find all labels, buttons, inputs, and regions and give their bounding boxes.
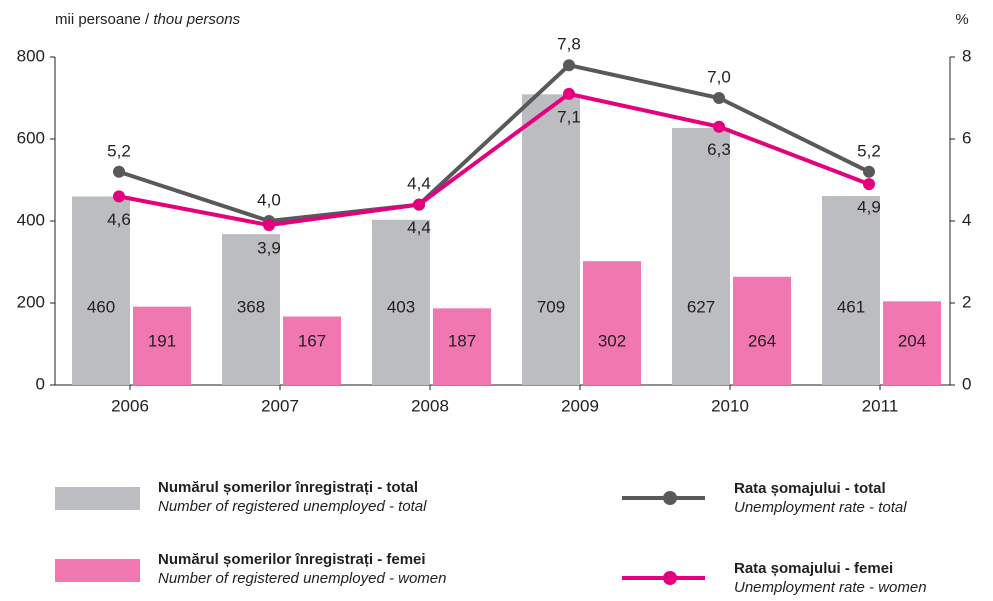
- legend-marker: [663, 571, 677, 585]
- bar-label: 461: [837, 297, 865, 316]
- y-tick-label: 200: [17, 292, 45, 311]
- legend-swatch: [55, 487, 140, 510]
- x-tick-label: 2008: [411, 396, 449, 415]
- bar: [672, 127, 730, 386]
- line-marker: [713, 120, 725, 133]
- y2-tick-label: 2: [962, 292, 971, 311]
- line-label: 4,4: [407, 218, 431, 237]
- line-label: 7,8: [557, 35, 581, 54]
- bar: [522, 94, 580, 385]
- line-marker: [863, 165, 875, 178]
- bar: [822, 195, 880, 385]
- bar: [222, 234, 280, 385]
- bar-label: 302: [598, 331, 626, 350]
- bar: [433, 308, 491, 385]
- bar-label: 460: [87, 297, 115, 316]
- line-label: 7,0: [707, 67, 731, 86]
- bar-label: 403: [387, 297, 415, 316]
- bar: [283, 316, 341, 385]
- line-label: 4,6: [107, 210, 131, 229]
- x-tick-label: 2010: [711, 396, 749, 415]
- line-label: 4,9: [857, 198, 881, 217]
- legend-swatch: [55, 559, 140, 582]
- x-tick-label: 2006: [111, 396, 149, 415]
- line-marker: [113, 190, 125, 203]
- bar: [883, 301, 941, 385]
- y2-tick-label: 6: [962, 128, 971, 147]
- legend-label-en: Unemployment rate - women: [734, 579, 927, 596]
- line-label: 6,3: [707, 140, 731, 159]
- bar-label: 204: [898, 331, 926, 350]
- y-axis-label: mii persoane / thou persons: [55, 11, 241, 28]
- line-marker: [563, 59, 575, 72]
- bar: [133, 306, 191, 385]
- legend-marker: [663, 491, 677, 505]
- bar-label: 167: [298, 331, 326, 350]
- y-axis-label-ro: mii persoane /: [55, 11, 150, 28]
- bar: [733, 276, 791, 385]
- line-label: 5,2: [107, 141, 131, 160]
- legend-label: Numărul șomerilor înregistrați - femei: [158, 551, 426, 568]
- line: [118, 91, 870, 228]
- line-marker: [863, 178, 875, 191]
- y-axis-label-en: thou persons: [153, 11, 240, 28]
- bar-label: 191: [148, 331, 176, 350]
- line-label: 4,4: [407, 174, 431, 193]
- y-tick-label: 600: [17, 128, 45, 147]
- line-label: 4,0: [257, 190, 281, 209]
- legend-label: Numărul șomerilor înregistrați - total: [158, 479, 418, 496]
- bar-label: 264: [748, 331, 776, 350]
- y2-tick-label: 4: [962, 210, 971, 229]
- legend-label-en: Number of registered unemployed - women: [158, 570, 446, 587]
- bar-label: 368: [237, 297, 265, 316]
- y2-tick-label: 8: [962, 46, 971, 65]
- legend-label-en: Number of registered unemployed - total: [158, 498, 427, 515]
- line-marker: [113, 165, 125, 178]
- bar-label: 627: [687, 297, 715, 316]
- bar: [583, 261, 641, 385]
- line-label: 5,2: [857, 141, 881, 160]
- y2-axis-label: %: [955, 11, 968, 28]
- x-tick-label: 2009: [561, 396, 599, 415]
- x-tick-label: 2007: [261, 396, 299, 415]
- line-marker: [713, 92, 725, 104]
- bar: [72, 196, 130, 385]
- y-tick-label: 800: [17, 46, 45, 65]
- line-label: 7,1: [557, 107, 581, 126]
- y-tick-label: 400: [17, 210, 45, 229]
- y-tick-label: 0: [36, 374, 45, 393]
- legend-label-en: Unemployment rate - total: [734, 499, 907, 516]
- line-marker: [413, 198, 425, 211]
- legend-label: Rata șomajului - total: [734, 480, 886, 497]
- line: [118, 63, 870, 224]
- bar-label: 187: [448, 331, 476, 350]
- bar-label: 709: [537, 297, 565, 316]
- x-tick-label: 2011: [862, 396, 899, 415]
- legend-label: Rata șomajului - femei: [734, 560, 893, 577]
- y2-tick-label: 0: [962, 374, 971, 393]
- line-label: 3,9: [257, 239, 281, 258]
- bar: [372, 219, 430, 385]
- line-marker: [563, 87, 575, 100]
- line-marker: [263, 219, 275, 232]
